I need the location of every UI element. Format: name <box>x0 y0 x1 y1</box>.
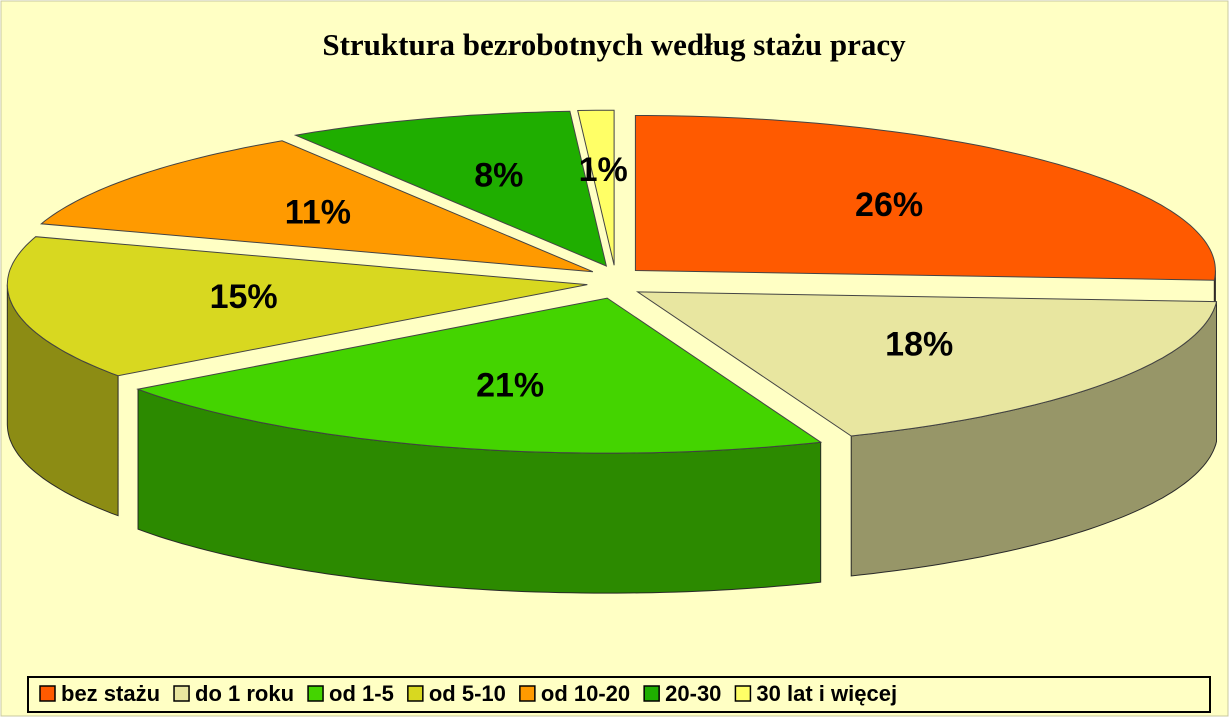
legend-label: 30 lat i więcej <box>756 681 897 706</box>
slice <box>577 109 615 266</box>
side-shade <box>851 301 1217 576</box>
data-label: 11% <box>285 194 351 232</box>
legend-swatch <box>173 685 190 702</box>
legend-swatch <box>734 685 752 702</box>
chart-title: Struktura bezrobotnych według stażu prac… <box>322 27 906 62</box>
legend-box <box>27 676 1211 713</box>
legend-label: do 1 roku <box>195 681 294 706</box>
legend-swatch <box>643 685 660 702</box>
slice <box>40 140 594 273</box>
slice <box>635 291 1218 437</box>
legend-label: od 10-20 <box>541 681 630 706</box>
data-label: 26% <box>855 186 923 224</box>
data-label: 8% <box>474 157 523 195</box>
data-label: 15% <box>210 278 278 316</box>
slice <box>293 110 608 267</box>
data-label: 1% <box>579 151 628 189</box>
legend-label: od 5-10 <box>429 681 506 706</box>
side-shade <box>7 284 119 516</box>
legend-swatch <box>307 685 324 702</box>
side-shade <box>138 389 821 594</box>
legend-swatch <box>407 685 424 702</box>
legend-swatch <box>39 685 56 702</box>
legend-label: 20-30 <box>665 681 721 706</box>
legend-label: od 1-5 <box>329 681 394 706</box>
data-label: 18% <box>885 326 953 364</box>
slice <box>634 115 1216 281</box>
legend-swatch <box>519 685 536 702</box>
legend-label: bez stażu <box>61 681 160 706</box>
data-label: 21% <box>476 366 544 404</box>
slice <box>6 236 588 377</box>
slice <box>136 297 823 454</box>
